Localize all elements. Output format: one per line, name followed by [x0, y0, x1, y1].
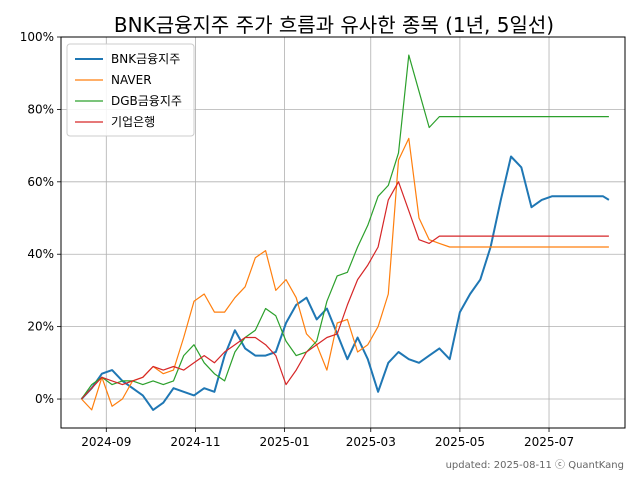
y-tick-label: 80%: [27, 102, 54, 116]
series-line-1: [81, 137, 609, 411]
x-tick-label: 2025-05: [435, 435, 485, 449]
plot-frame: [60, 36, 626, 429]
y-ticks: 0% 20% 40% 60% 80% 100%: [20, 30, 61, 406]
footer-text: updated: 2025-08-11 ⓒ QuantKang: [446, 459, 624, 471]
y-tick-label: 40%: [27, 247, 54, 261]
legend-label: NAVER: [111, 73, 152, 87]
x-tick-label: 2025-07: [524, 435, 574, 449]
x-tick-label: 2025-03: [346, 435, 396, 449]
x-ticks: 2024-09 2024-11 2025-01 2025-03 2025-05 2025-…: [81, 428, 574, 449]
x-tick-label: 2024-11: [170, 435, 220, 449]
y-tick-label: 60%: [27, 175, 54, 189]
series-lines: [80, 54, 610, 411]
y-tick-label: 0%: [35, 392, 54, 406]
legend-label: 기업은행: [111, 114, 155, 129]
series-line-3: [81, 181, 609, 400]
x-tick-label: 2025-01: [259, 435, 309, 449]
x-tick-label: 2024-09: [81, 435, 131, 449]
y-tick-label: 20%: [27, 320, 54, 334]
legend-box: [66, 43, 195, 137]
y-tick-label: 100%: [20, 30, 54, 44]
legend-label: DGB금융지주: [111, 94, 182, 108]
chart-title: BNK금융지주 주가 흐름과 유사한 종목 (1년, 5일선): [114, 13, 554, 37]
series-line-0: [80, 155, 610, 411]
legend-label: BNK금융지주: [111, 52, 180, 66]
series-line-2: [81, 54, 609, 400]
